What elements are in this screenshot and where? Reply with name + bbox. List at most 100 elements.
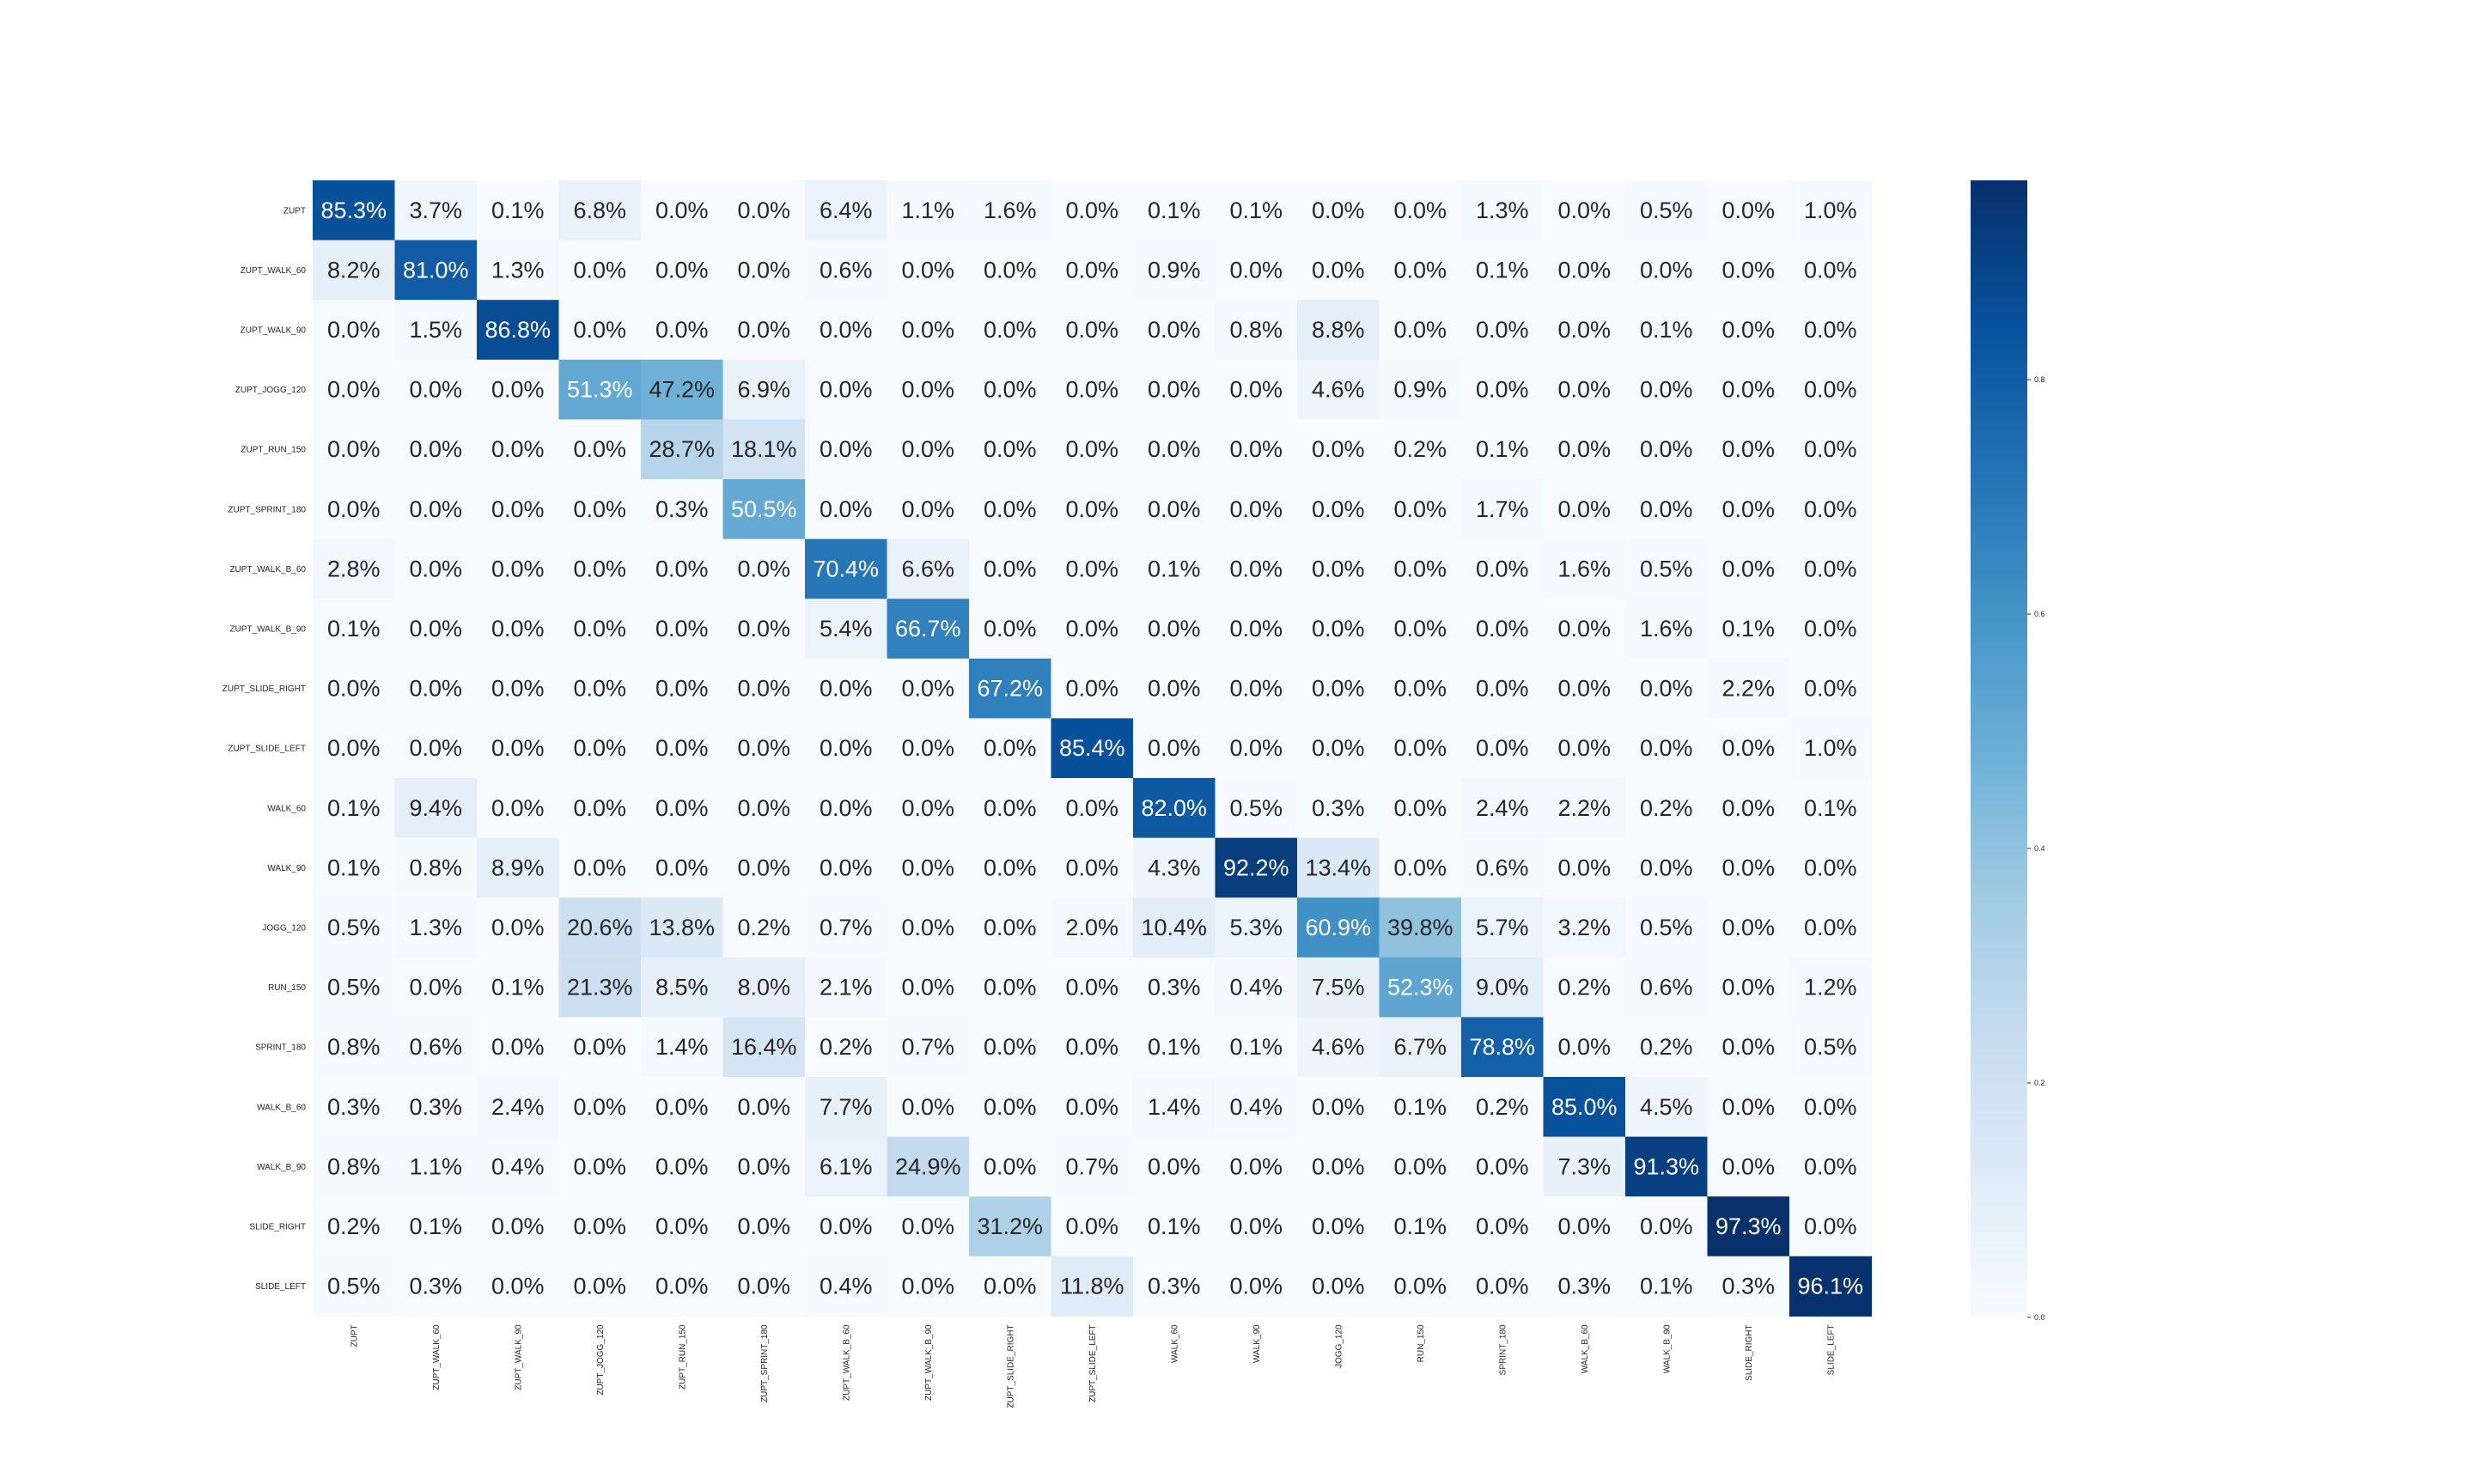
heatmap-cell [313,1196,396,1257]
cell-value-label: 0.0% [1476,317,1529,343]
heatmap-cell [1707,419,1790,480]
cell-value-label: 0.0% [820,795,873,821]
cell-value-label: 0.0% [1721,855,1775,880]
cell-value-label: 0.0% [984,1034,1037,1060]
heatmap-cell [1051,1256,1134,1317]
heatmap-cell [1379,1017,1462,1078]
heatmap-cell [969,1136,1052,1197]
cell-value-label: 0.0% [409,676,462,702]
cell-value-label: 1.0% [1804,735,1857,761]
heatmap-cell [1379,599,1462,660]
cell-value-label: 0.0% [1065,1213,1118,1239]
heatmap-cell [1051,240,1134,301]
cell-value-label: 31.2% [977,1213,1043,1239]
x-tick-label: ZUPT_SLIDE_LEFT [1088,1324,1098,1402]
heatmap-cell [1297,300,1380,361]
heatmap-cell [394,1017,478,1078]
cell-value-label: 0.4% [820,1274,873,1299]
y-tick-label: ZUPT_WALK_B_60 [229,565,306,575]
heatmap-cell [313,718,396,779]
cell-value-label: 0.0% [655,317,709,343]
y-tick-label: ZUPT_WALK_B_90 [229,625,306,635]
cell-value-label: 0.0% [1229,676,1283,702]
heatmap-cell [969,419,1052,480]
heatmap-cell [1789,897,1873,958]
heatmap-cell [722,479,806,540]
heatmap-cell [969,897,1052,958]
cell-value-label: 0.0% [1312,1094,1365,1120]
heatmap-cell [1297,718,1380,779]
cell-value-label: 0.0% [1393,317,1447,343]
heatmap-cell [1379,1136,1462,1197]
heatmap-cell [805,479,888,540]
cell-value-label: 0.6% [409,1034,462,1060]
cell-value-label: 0.0% [655,616,709,642]
heatmap-cell [1297,837,1380,898]
cell-value-label: 0.0% [655,735,709,761]
cell-value-label: 67.2% [977,676,1043,702]
cell-value-label: 0.3% [1557,1274,1611,1299]
cell-value-label: 0.0% [1312,436,1365,462]
heatmap-cell [1215,1256,1298,1317]
y-tick-label: SLIDE_LEFT [255,1282,306,1292]
cell-value-label: 0.0% [737,616,790,642]
cell-value-label: 0.0% [491,1213,545,1239]
heatmap-cell [1051,718,1134,779]
heatmap-cell [1133,479,1216,540]
cell-value-label: 0.0% [1148,436,1201,462]
heatmap-cell [313,1017,396,1078]
heatmap-cell [1051,599,1134,660]
cell-value-label: 0.0% [1229,735,1283,761]
heatmap-cell [1379,658,1462,719]
cell-value-label: 0.0% [655,257,709,283]
cell-value-label: 0.0% [409,975,462,1000]
heatmap-cell [1625,180,1709,241]
cell-value-label: 0.0% [1721,1094,1775,1120]
cell-value-label: 0.0% [901,735,954,761]
heatmap-cell [1297,419,1380,480]
heatmap-cell [1461,837,1545,898]
heatmap-cell [1133,180,1216,241]
heatmap-cell [805,778,888,839]
cell-value-label: 0.0% [573,1213,626,1239]
x-tick-label: ZUPT_WALK_60 [432,1324,442,1390]
cell-value-label: 0.9% [1148,257,1201,283]
heatmap-cell [1133,1077,1216,1138]
heatmap-cell [1461,240,1545,301]
cell-value-label: 0.1% [327,855,381,880]
cell-value-label: 0.1% [491,198,545,223]
heatmap-cell [1707,1256,1790,1317]
heatmap-cell [1297,897,1380,958]
heatmap-cell [1215,778,1298,839]
cell-value-label: 0.0% [737,1094,790,1120]
cell-value-label: 0.0% [1640,1213,1693,1239]
heatmap-cell [394,180,478,241]
cell-value-label: 0.4% [1229,1094,1283,1120]
heatmap-cell [1133,240,1216,301]
heatmap-cell [722,957,806,1018]
y-axis-tick-labels: ZUPT ZUPT_WALK_60 ZUPT_WALK_90 ZUPT_JOGG_12… [222,206,307,1292]
cell-value-label: 0.0% [1557,436,1611,462]
cell-value-label: 0.8% [327,1153,381,1179]
heatmap-cell [1461,599,1545,660]
cell-value-label: 0.0% [573,317,626,343]
cell-value-label: 0.1% [491,975,545,1000]
x-tick-label: WALK_90 [1252,1324,1262,1363]
heatmap-cell [1625,718,1709,779]
cell-value-label: 0.7% [1065,1153,1118,1179]
heatmap-cell [641,359,724,420]
heatmap-cell [1625,1256,1709,1317]
heatmap-cell [1051,1077,1134,1138]
heatmap-cell [969,778,1052,839]
cell-value-label: 0.0% [1557,735,1611,761]
cell-value-label: 0.3% [409,1094,462,1120]
cell-value-label: 4.3% [1148,855,1201,880]
x-tick-label: ZUPT_WALK_90 [514,1324,523,1390]
cell-value-label: 39.8% [1387,915,1453,940]
heatmap-cell [1051,957,1134,1018]
cell-value-label: 0.0% [1312,1153,1365,1179]
heatmap-cell [1297,658,1380,719]
cell-value-label: 0.0% [1393,1153,1447,1179]
cell-value-label: 0.2% [820,1034,873,1060]
cell-value-label: 0.0% [901,915,954,940]
